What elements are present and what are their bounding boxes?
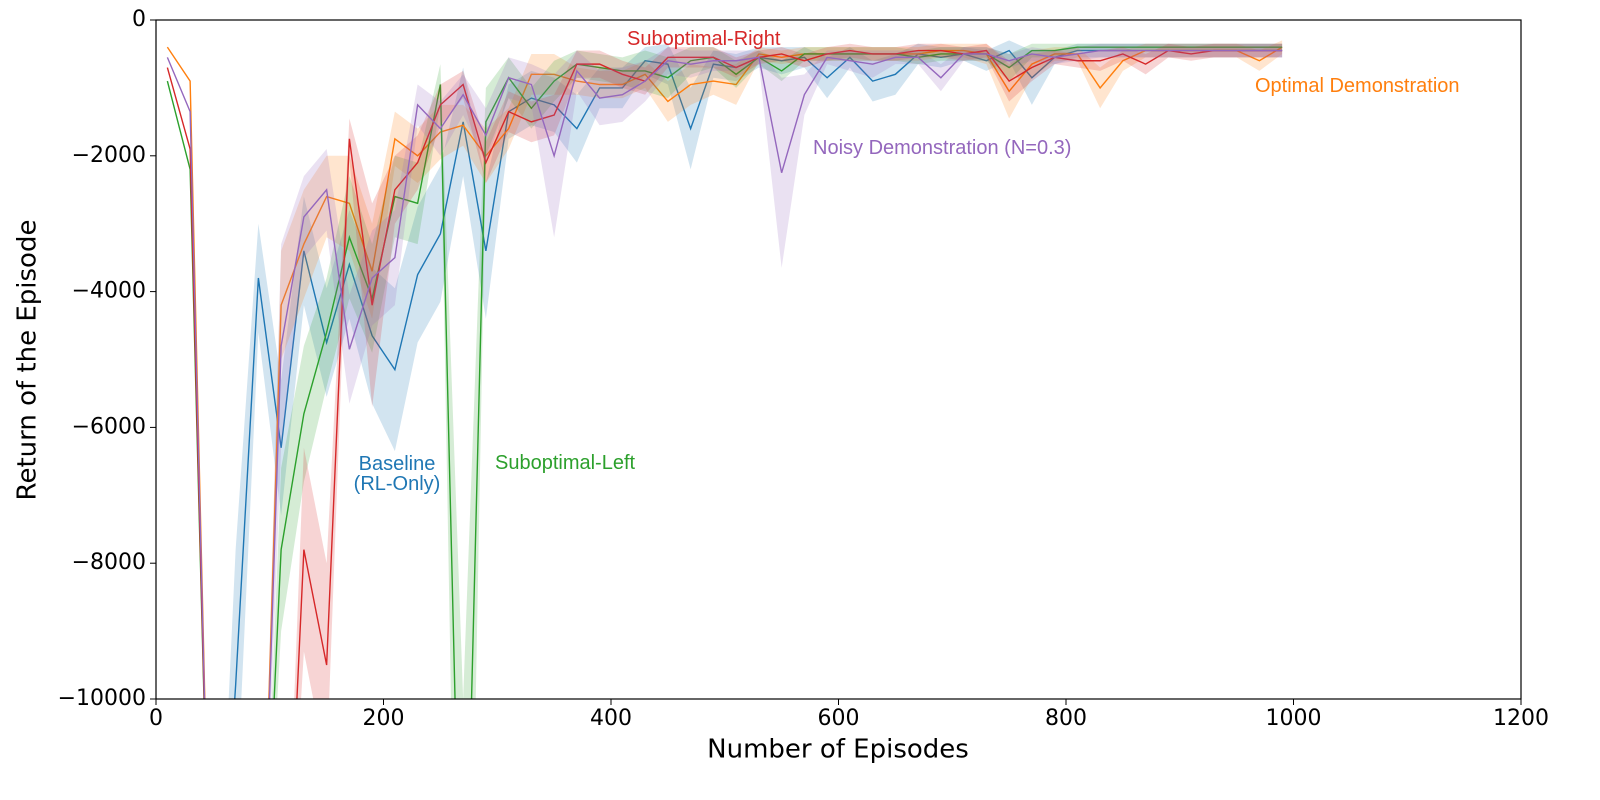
y-tick-label: −2000 xyxy=(72,143,146,168)
y-tick-label: −8000 xyxy=(72,550,146,575)
y-tick-label: −10000 xyxy=(58,686,146,711)
y-tick-label: 0 xyxy=(132,7,146,32)
x-tick-label: 600 xyxy=(818,706,860,731)
series-line xyxy=(166,46,1283,699)
x-tick-label: 0 xyxy=(149,706,163,731)
series-label: Baseline (RL-Only) xyxy=(353,453,441,495)
x-tick-label: 1000 xyxy=(1266,706,1322,731)
series-label: Suboptimal-Right xyxy=(627,28,781,50)
x-tick-label: 800 xyxy=(1045,706,1087,731)
series-line xyxy=(166,49,1283,699)
std-band xyxy=(228,40,1283,699)
y-tick-label: −4000 xyxy=(72,279,146,304)
series-line xyxy=(166,49,1283,699)
series-label: Noisy Demonstration (N=0.3) xyxy=(813,137,1072,159)
series-label: Optimal Demonstration xyxy=(1255,75,1460,97)
y-axis-title: Return of the Episode xyxy=(13,220,43,501)
y-tick-label: −6000 xyxy=(72,414,146,439)
std-band xyxy=(167,43,1283,699)
series-line xyxy=(166,46,1283,699)
x-axis-title: Number of Episodes xyxy=(707,735,969,765)
plot-area xyxy=(166,40,1283,699)
series-label: Suboptimal-Left xyxy=(495,452,636,474)
x-tick-label: 400 xyxy=(590,706,632,731)
x-tick-label: 1200 xyxy=(1493,706,1549,731)
x-tick-label: 200 xyxy=(363,706,405,731)
